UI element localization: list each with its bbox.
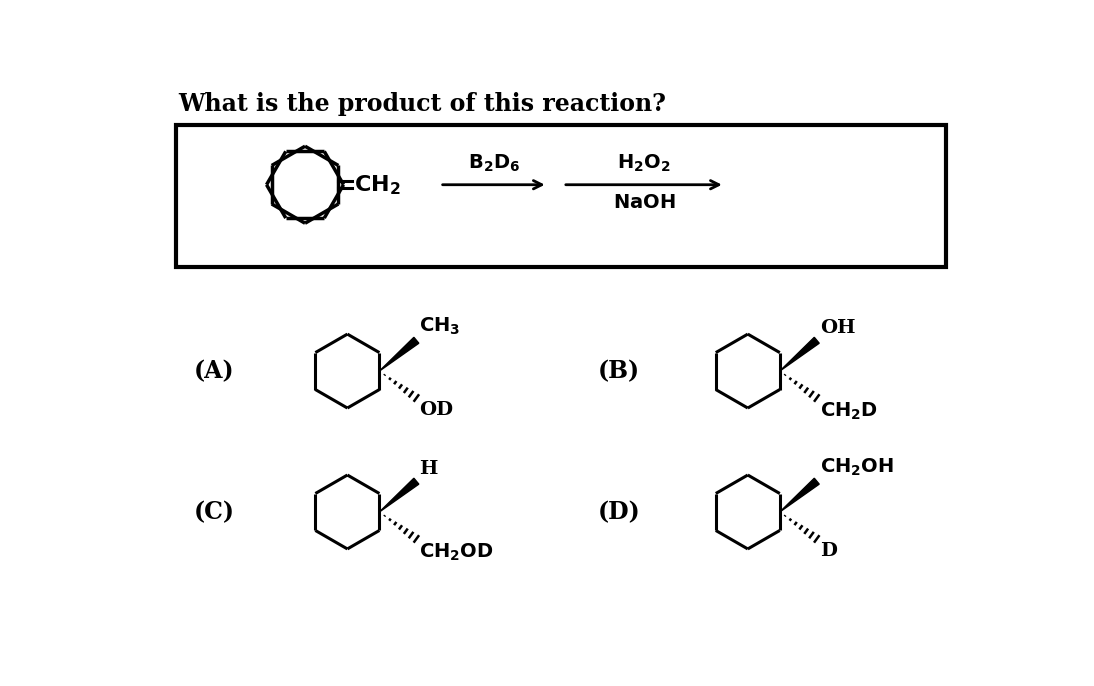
Polygon shape	[380, 478, 419, 512]
Text: (D): (D)	[597, 500, 640, 524]
Text: H: H	[419, 460, 438, 478]
Text: $\mathbf{CH_3}$: $\mathbf{CH_3}$	[419, 316, 461, 338]
Text: $\mathbf{CH_2OH}$: $\mathbf{CH_2OH}$	[819, 457, 894, 478]
Text: $\mathbf{CH_2OD}$: $\mathbf{CH_2OD}$	[419, 542, 494, 563]
Polygon shape	[380, 338, 419, 371]
Text: $\mathbf{CH_2}$: $\mathbf{CH_2}$	[353, 173, 400, 196]
Text: OD: OD	[419, 401, 454, 419]
Text: (A): (A)	[194, 359, 234, 383]
Text: D: D	[819, 542, 837, 560]
Bar	[176, 125, 945, 267]
Text: $\mathbf{B_2D_6}$: $\mathbf{B_2D_6}$	[467, 153, 520, 174]
Text: (C): (C)	[194, 500, 234, 524]
Text: What is the product of this reaction?: What is the product of this reaction?	[178, 91, 666, 115]
Polygon shape	[780, 338, 819, 371]
Text: $\mathbf{CH_2D}$: $\mathbf{CH_2D}$	[819, 401, 877, 423]
Text: OH: OH	[819, 319, 856, 338]
Text: $\mathbf{H_2O_2}$: $\mathbf{H_2O_2}$	[617, 153, 671, 174]
Text: $\mathbf{NaOH}$: $\mathbf{NaOH}$	[613, 194, 675, 212]
Polygon shape	[780, 478, 819, 512]
Text: (B): (B)	[597, 359, 640, 383]
